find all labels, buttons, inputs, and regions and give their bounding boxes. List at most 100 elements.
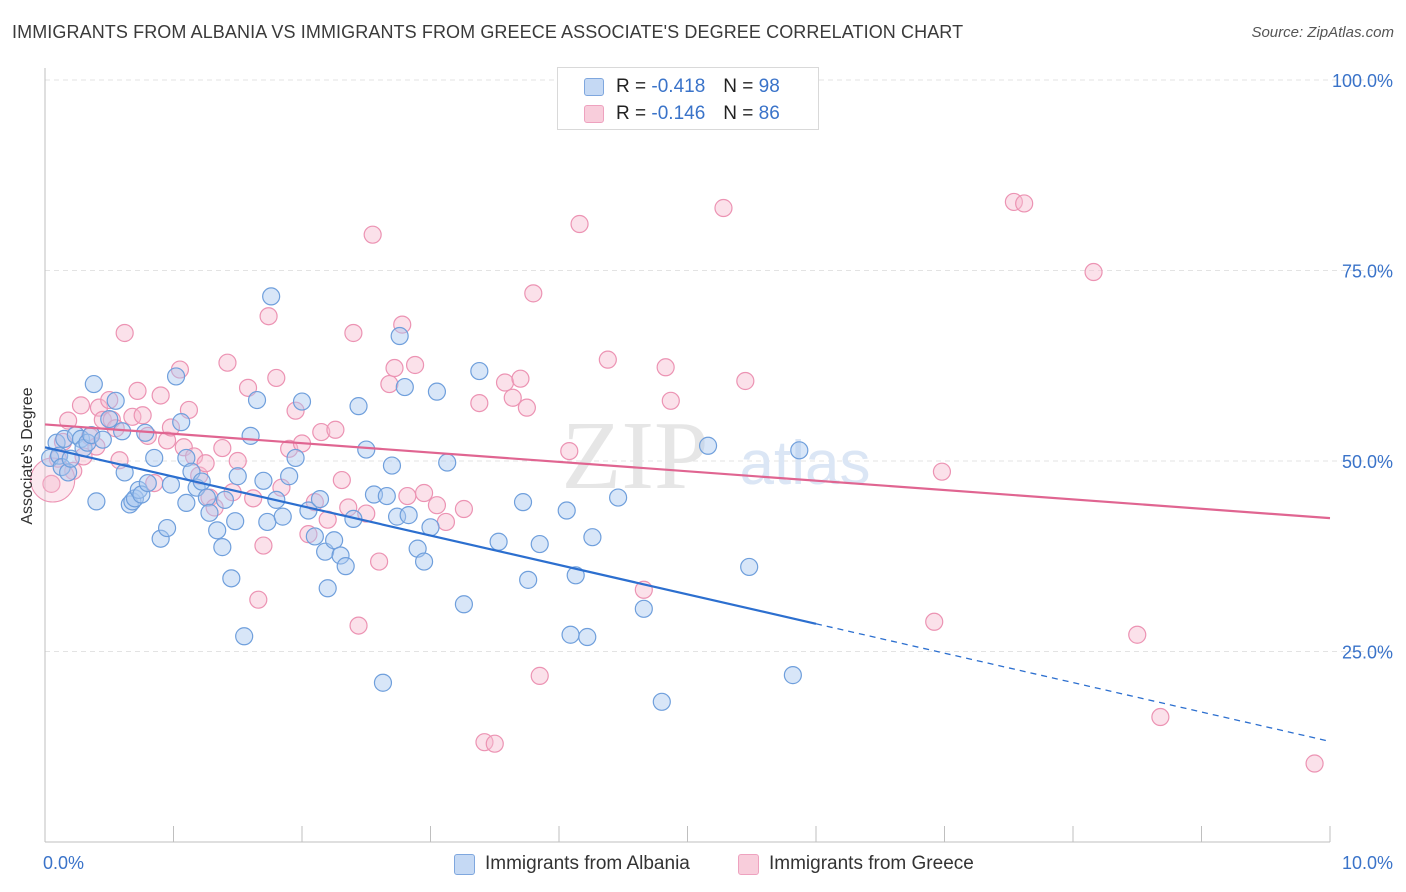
albania-point: [427, 382, 447, 401]
greece-point: [598, 350, 617, 369]
greece-point: [470, 393, 489, 413]
albania-point: [132, 485, 151, 504]
albania-point: [438, 453, 457, 472]
albania-point: [123, 492, 142, 511]
albania-point: [241, 426, 260, 445]
greece-point: [380, 374, 399, 394]
legend-row-albania: R = -0.418 N = 98: [584, 76, 780, 98]
greece-point: [184, 447, 204, 466]
correlation-legend: R = -0.418 N = 98 R = -0.146 N = 86: [557, 67, 819, 130]
n-value: 86: [758, 103, 780, 124]
r-label: R =: [616, 103, 647, 124]
greece-point: [344, 323, 363, 343]
greece-point: [133, 406, 152, 425]
albania-point: [530, 534, 549, 554]
albania-trend-line: [44, 446, 817, 625]
greece-point: [736, 371, 755, 391]
n-label: N =: [723, 103, 754, 124]
points-greece: [30, 192, 1324, 773]
albania-trend-dashed: [815, 623, 1331, 743]
greece-point: [115, 323, 134, 343]
bottom-legend-albania: Immigrants from Albania: [454, 852, 690, 876]
albania-swatch: [584, 78, 604, 96]
source-label: Source: ZipAtlas.com: [1251, 24, 1394, 41]
albania-point: [557, 501, 576, 520]
greece-point: [398, 486, 417, 506]
albania-point: [93, 430, 112, 449]
albania-point: [208, 521, 227, 540]
greece-point: [393, 315, 412, 334]
albania-point: [634, 599, 653, 618]
albania-point: [222, 569, 241, 588]
greece-swatch: [738, 853, 759, 875]
albania-point: [59, 463, 78, 482]
albania-point: [336, 557, 355, 576]
watermark: ZIP atlas: [562, 402, 871, 510]
greece-point: [326, 420, 345, 439]
greece-point: [656, 358, 675, 377]
n-label: N =: [723, 76, 754, 97]
albania-point: [226, 512, 245, 531]
albania-point: [583, 528, 602, 547]
greece-point: [414, 483, 434, 503]
greece-point: [1084, 262, 1103, 282]
greece-point: [213, 438, 232, 458]
greece-point: [454, 499, 474, 519]
albania-point: [373, 673, 393, 692]
albania-point: [100, 409, 119, 429]
r-value: -0.418: [651, 76, 706, 97]
y-tick-label: 100.0%: [1332, 71, 1393, 91]
albania-point: [166, 367, 186, 386]
albania-point: [177, 493, 196, 513]
albania-point: [262, 287, 281, 306]
greece-point: [495, 373, 515, 392]
albania-point: [172, 413, 191, 432]
albania-point: [82, 425, 101, 445]
greece-point: [174, 438, 193, 457]
greece-point: [570, 214, 589, 234]
greece-point: [485, 734, 504, 753]
greece-point: [218, 353, 237, 372]
greece-point: [128, 381, 147, 400]
greece-point: [238, 378, 258, 397]
greece-point: [427, 496, 447, 515]
y-tick-label: 25.0%: [1342, 643, 1393, 663]
greece-point: [151, 386, 170, 405]
albania-point: [318, 579, 337, 598]
albania-point: [609, 488, 628, 507]
greece-point: [385, 358, 404, 378]
albania-point: [177, 448, 196, 468]
albania-point: [280, 467, 299, 486]
albania-point: [377, 486, 396, 506]
greece-point: [932, 462, 952, 481]
albania-point: [414, 552, 434, 571]
greece-point: [1151, 707, 1170, 727]
greece-point: [349, 616, 368, 635]
albania-point: [106, 391, 125, 410]
albania-point: [254, 471, 273, 490]
albania-point: [698, 436, 718, 455]
albania-point: [470, 361, 489, 381]
watermark-zip: ZIP: [562, 402, 709, 510]
greece-point: [228, 451, 247, 471]
axes: [44, 68, 1331, 843]
albania-point: [382, 456, 402, 475]
greece-point: [436, 512, 456, 532]
x-tick-label: 0.0%: [43, 853, 84, 873]
greece-point: [244, 489, 263, 508]
y-axis-label: Associate's Degree: [19, 387, 36, 525]
greece-point: [503, 388, 522, 407]
y-tick-label: 75.0%: [1342, 262, 1393, 282]
greece-point: [259, 307, 278, 326]
albania-point: [200, 503, 219, 522]
albania-point: [740, 557, 759, 577]
greece-point: [714, 198, 733, 218]
albania-point: [310, 490, 330, 509]
r-value: -0.146: [651, 103, 706, 124]
albania-point: [561, 625, 580, 644]
greece-point: [405, 355, 425, 375]
albania-point: [115, 463, 134, 482]
albania-point: [331, 546, 350, 565]
albania-point: [228, 467, 247, 486]
bottom-legend-greece: Immigrants from Greece: [738, 852, 974, 876]
